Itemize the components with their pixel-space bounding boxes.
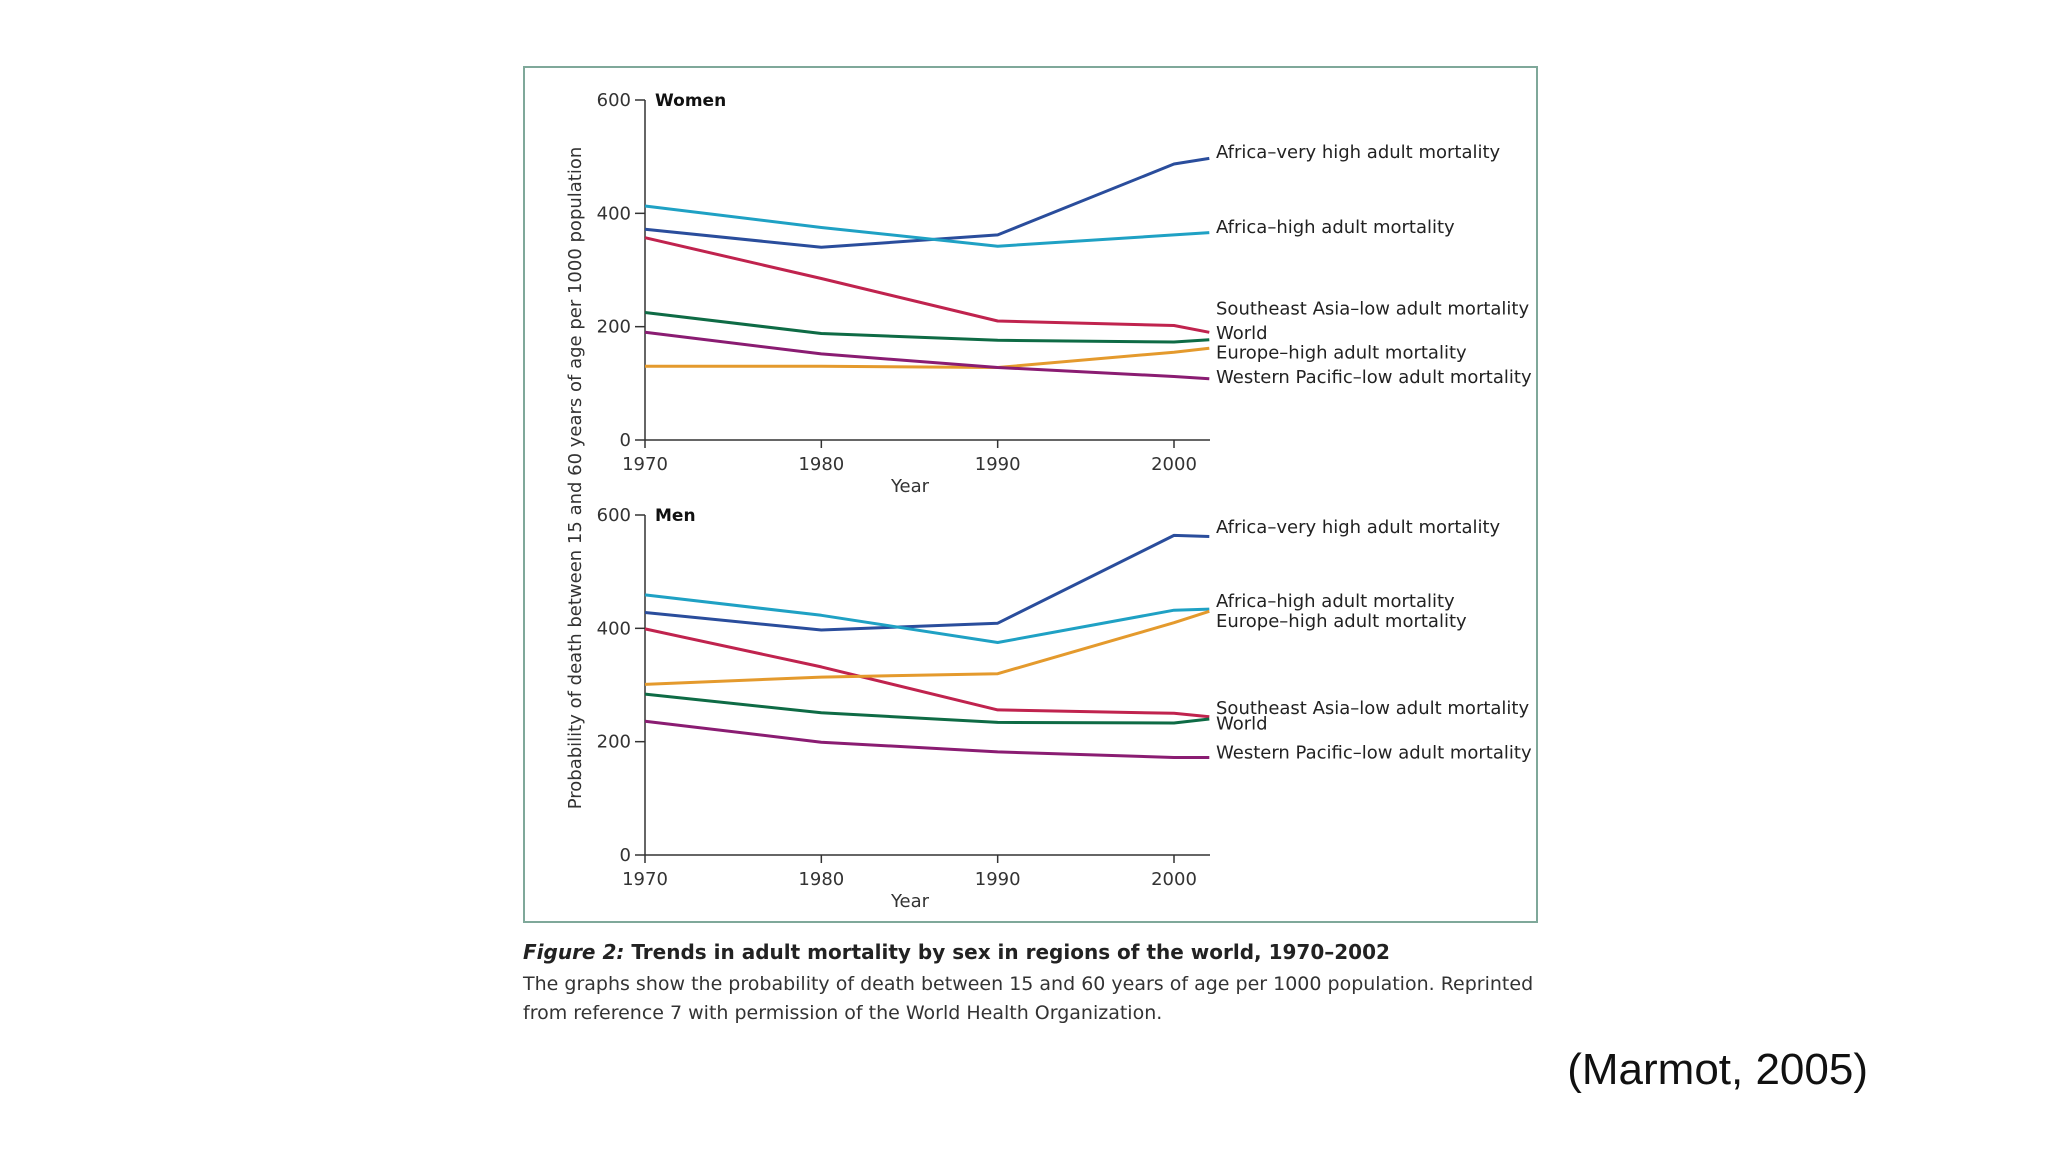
men-x-axis-title: Year [890, 891, 930, 912]
women-y-tick-label: 400 [597, 203, 631, 224]
women-series-southeast-asia-low-adult-mortality [644, 236, 1210, 334]
men-label-europe-high-adult-mortality: Europe–high adult mortality [1216, 611, 1467, 632]
men-x-tick-label: 1980 [798, 869, 844, 890]
men-label-western-pacific-low-adult-mortality: Western Pacific–low adult mortality [1216, 742, 1532, 763]
women-label-africa-high-adult-mortality: Africa–high adult mortality [1216, 217, 1455, 238]
women-series-africa-high-adult-mortality [644, 204, 1210, 248]
men-y-tick-label: 400 [597, 618, 631, 639]
women-x-tick-label: 2000 [1151, 454, 1197, 475]
women-x-axis-title: Year [890, 476, 930, 497]
women-label-world: World [1216, 323, 1268, 344]
caption-title-line: Figure 2: Trends in adult mortality by s… [523, 940, 1538, 964]
women-y-tick-label: 200 [597, 317, 631, 338]
women-y-tick-label: 600 [597, 90, 631, 111]
caption-label: Figure 2: [523, 940, 625, 964]
men-series-europe-high-adult-mortality [644, 609, 1210, 686]
women-panel-title: Women [655, 91, 726, 111]
men-series-africa-very-high-adult-mortality [644, 533, 1210, 632]
men-x-tick-label: 1970 [622, 869, 668, 890]
women-label-europe-high-adult-mortality: Europe–high adult mortality [1216, 343, 1467, 364]
men-series-africa-high-adult-mortality [644, 593, 1210, 644]
citation: (Marmot, 2005) [1567, 1045, 1868, 1094]
men-y-tick-label: 200 [597, 732, 631, 753]
women-series-world [644, 311, 1210, 344]
men-label-africa-very-high-adult-mortality: Africa–very high adult mortality [1216, 517, 1501, 538]
women-series-western-pacific-low-adult-mortality [644, 330, 1210, 381]
men-label-africa-high-adult-mortality: Africa–high adult mortality [1216, 591, 1455, 612]
men-y-tick-label: 0 [620, 845, 631, 866]
men-series-western-pacific-low-adult-mortality [644, 719, 1210, 759]
women-series-europe-high-adult-mortality [645, 346, 1210, 369]
women-label-southeast-asia-low-adult-mortality: Southeast Asia–low adult mortality [1216, 299, 1529, 320]
figure-frame: 0 200 400 600 1970 1980 1990 2000 Year Women Afric… [523, 66, 1538, 923]
men-x-tick-label: 1990 [975, 869, 1021, 890]
caption-title: Trends in adult mortality by sex in regi… [624, 940, 1390, 964]
men-label-world: World [1216, 714, 1268, 735]
caption-text: The graphs show the probability of death… [523, 973, 1534, 1024]
women-series-africa-very-high-adult-mortality [644, 156, 1210, 249]
men-panel-title: Men [655, 506, 696, 526]
women-x-tick-label: 1980 [798, 454, 844, 475]
y-axis-title: Probability of death between 15 and 60 y… [565, 147, 586, 810]
men-y-tick-label: 600 [597, 505, 631, 526]
figure-caption: Figure 2: Trends in adult mortality by s… [523, 940, 1538, 1028]
men-series-southeast-asia-low-adult-mortality [644, 627, 1210, 719]
women-label-western-pacific-low-adult-mortality: Western Pacific–low adult mortality [1216, 367, 1532, 388]
women-y-tick-label: 0 [620, 430, 631, 451]
women-x-tick-label: 1970 [622, 454, 668, 475]
women-x-tick-label: 1990 [975, 454, 1021, 475]
men-series-world [644, 692, 1210, 725]
women-label-africa-very-high-adult-mortality: Africa–very high adult mortality [1216, 142, 1501, 163]
men-x-tick-label: 2000 [1151, 869, 1197, 890]
men-label-southeast-asia-low-adult-mortality: Southeast Asia–low adult mortality [1216, 698, 1529, 719]
